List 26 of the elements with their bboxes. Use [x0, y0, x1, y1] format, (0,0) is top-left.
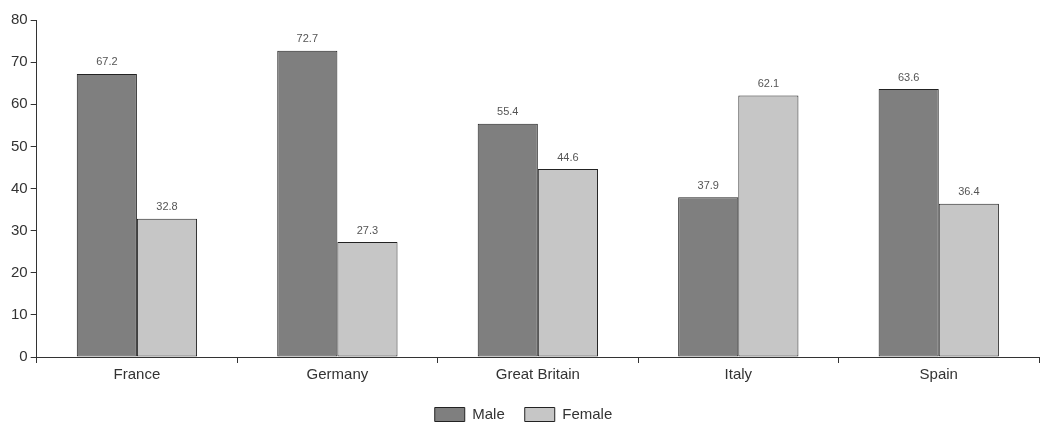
legend-label: Female — [562, 404, 613, 422]
x-tick-label: France — [113, 365, 161, 383]
data-label: 55.4 — [497, 105, 519, 118]
y-tick-label: 10 — [11, 305, 28, 323]
y-tick-label: 60 — [11, 94, 28, 112]
x-tick-label: Great Britain — [495, 365, 580, 383]
data-label: 63.6 — [897, 70, 920, 83]
data-label: 44.6 — [557, 150, 579, 163]
legend-label: Male — [472, 404, 505, 422]
y-tick-label: 40 — [11, 178, 28, 196]
y-tick-label: 70 — [11, 52, 28, 70]
data-label: 37.9 — [697, 178, 719, 191]
x-tick-label: Italy — [724, 365, 753, 383]
data-label: 32.8 — [156, 200, 178, 213]
data-label: 67.2 — [96, 55, 118, 68]
y-tick-label: 20 — [11, 262, 28, 280]
y-tick-label: 50 — [11, 136, 28, 154]
data-label: 27.3 — [356, 223, 379, 236]
x-tick-label: Germany — [306, 365, 369, 383]
data-label: 72.7 — [296, 32, 319, 45]
data-label: 62.1 — [757, 76, 780, 89]
x-tick-label: Spain — [919, 365, 958, 383]
data-label: 36.4 — [958, 185, 980, 198]
y-tick-label: 80 — [11, 10, 28, 28]
y-tick-label: 0 — [19, 347, 28, 365]
y-tick-label: 30 — [11, 220, 28, 238]
